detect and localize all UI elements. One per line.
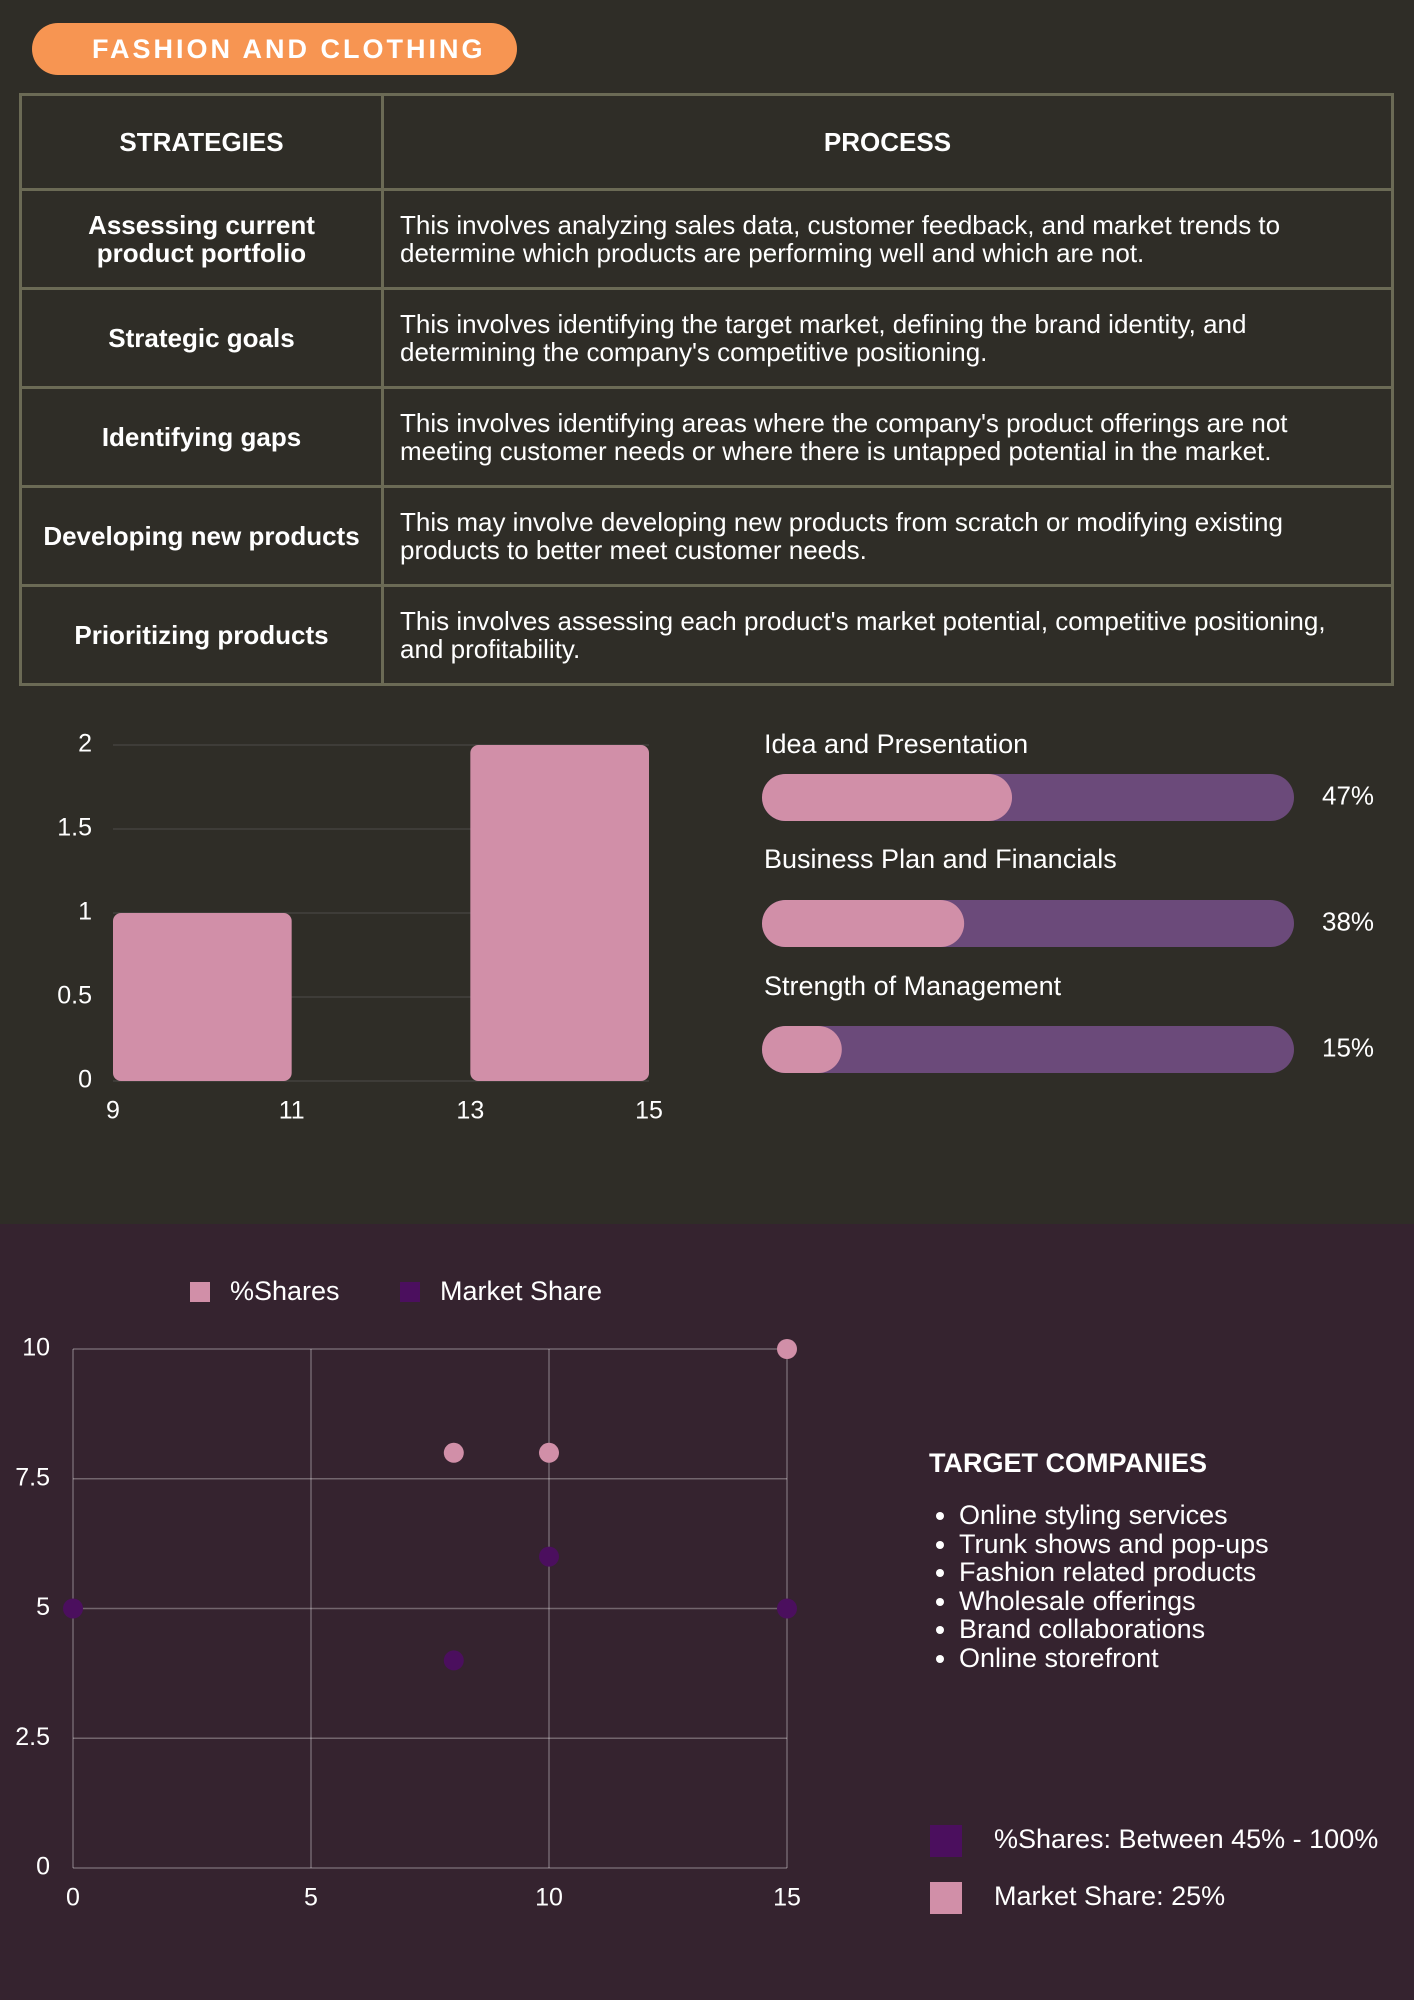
strategy-cell: Developing new products (19, 485, 384, 587)
process-cell: This involves assessing each product's m… (381, 584, 1394, 686)
y-tick-label: 2.5 (15, 1723, 50, 1751)
legend-label: %Shares (230, 1276, 340, 1306)
scatter-point (443, 1650, 464, 1671)
legend-swatch (190, 1282, 210, 1302)
y-tick-label: 2 (78, 730, 92, 758)
progress-fill (762, 900, 965, 947)
progress-label: Strength of Management (764, 971, 1062, 1001)
legend-swatch (400, 1282, 420, 1302)
strategy-cell: Strategic goals (19, 287, 384, 389)
y-tick-label: 1.5 (57, 814, 92, 842)
company-item: Brand collaborations (959, 1615, 1269, 1644)
process-cell: This involves identifying areas where th… (381, 386, 1394, 488)
company-item: Online styling services (959, 1501, 1269, 1530)
process-cell: This involves analyzing sales data, cust… (381, 188, 1394, 290)
scatter-point (777, 1339, 797, 1359)
y-tick-label: 5 (36, 1593, 50, 1621)
table-row: Assessing current product portfolio This … (19, 188, 1394, 290)
company-item: Trunk shows and pop-ups (959, 1529, 1269, 1559)
strategy-cell: Identifying gaps (19, 386, 384, 488)
company-item: Wholesale offerings (959, 1587, 1269, 1616)
company-item: Online storefront (959, 1644, 1269, 1673)
y-tick-label: 0 (36, 1853, 50, 1881)
y-tick-label: 10 (22, 1334, 50, 1362)
x-tick-label: 15 (773, 1884, 801, 1912)
y-tick-label: 1 (78, 898, 92, 926)
y-tick-label: 0 (78, 1066, 92, 1094)
x-tick-label: 9 (106, 1097, 120, 1125)
note-text: %Shares: Between 45% - 100% (994, 1824, 1378, 1854)
title-pill: FASHION AND CLOTHING (32, 23, 517, 75)
page-title: FASHION AND CLOTHING (92, 34, 486, 64)
company-list: Online styling servicesTrunk shows and p… (929, 1501, 1269, 1673)
y-tick-label: 0.5 (57, 982, 92, 1010)
table-row: Prioritizing products This involves asses… (19, 584, 1394, 686)
note-swatch (930, 1825, 962, 1857)
histogram-bar (470, 745, 649, 1081)
progress-value: 38% (1322, 906, 1374, 936)
progress-label: Idea and Presentation (764, 729, 1028, 759)
x-tick-label: 15 (635, 1097, 663, 1125)
scatter-point (539, 1442, 559, 1463)
x-tick-label: 5 (304, 1884, 318, 1912)
progress-fill (762, 774, 1013, 821)
x-tick-label: 10 (535, 1884, 563, 1912)
note-text: Market Share: 25% (994, 1881, 1225, 1911)
strategy-cell: Assessing current product portfolio (19, 188, 384, 290)
y-tick-label: 7.5 (15, 1463, 50, 1491)
note-swatch (930, 1882, 962, 1914)
column-header: STRATEGIES (19, 93, 384, 191)
section-title: TARGET COMPANIES (929, 1448, 1208, 1478)
table-body: Assessing current product portfolio This … (19, 188, 1394, 686)
process-cell: This involves identifying the target mar… (381, 287, 1394, 389)
progress-value: 15% (1322, 1032, 1374, 1062)
scatter-point (539, 1546, 559, 1567)
progress-fill (762, 1026, 842, 1073)
legend-label: Market Share (440, 1276, 602, 1306)
scatter-point (443, 1442, 464, 1463)
target-companies: TARGET COMPANIES Online styling services… (929, 1448, 1269, 1673)
x-tick-label: 13 (456, 1097, 484, 1125)
scatter-point (63, 1598, 83, 1619)
progress-label: Business Plan and Financials (764, 844, 1117, 874)
x-tick-label: 11 (279, 1097, 305, 1125)
strategy-cell: Prioritizing products (19, 584, 384, 686)
progress-value: 47% (1322, 780, 1374, 810)
progress-track (762, 1026, 1294, 1073)
column-header: PROCESS (381, 93, 1394, 191)
table-header: STRATEGIES PROCESS (19, 93, 1394, 191)
histogram-bar (113, 913, 292, 1081)
bottom-section (0, 1224, 1414, 2000)
table-row: Strategic goals This involves identifying… (19, 287, 1394, 389)
x-tick-label: 0 (66, 1884, 80, 1912)
table-row: Developing new products This may involve … (19, 485, 1394, 587)
table-row: Identifying gaps This involves identifyin… (19, 386, 1394, 488)
strategy-table: STRATEGIES PROCESS Assessing current prod… (19, 93, 1394, 686)
scatter-point (777, 1598, 797, 1619)
company-item: Fashion related products (959, 1558, 1269, 1587)
process-cell: This may involve developing new products… (381, 485, 1394, 587)
